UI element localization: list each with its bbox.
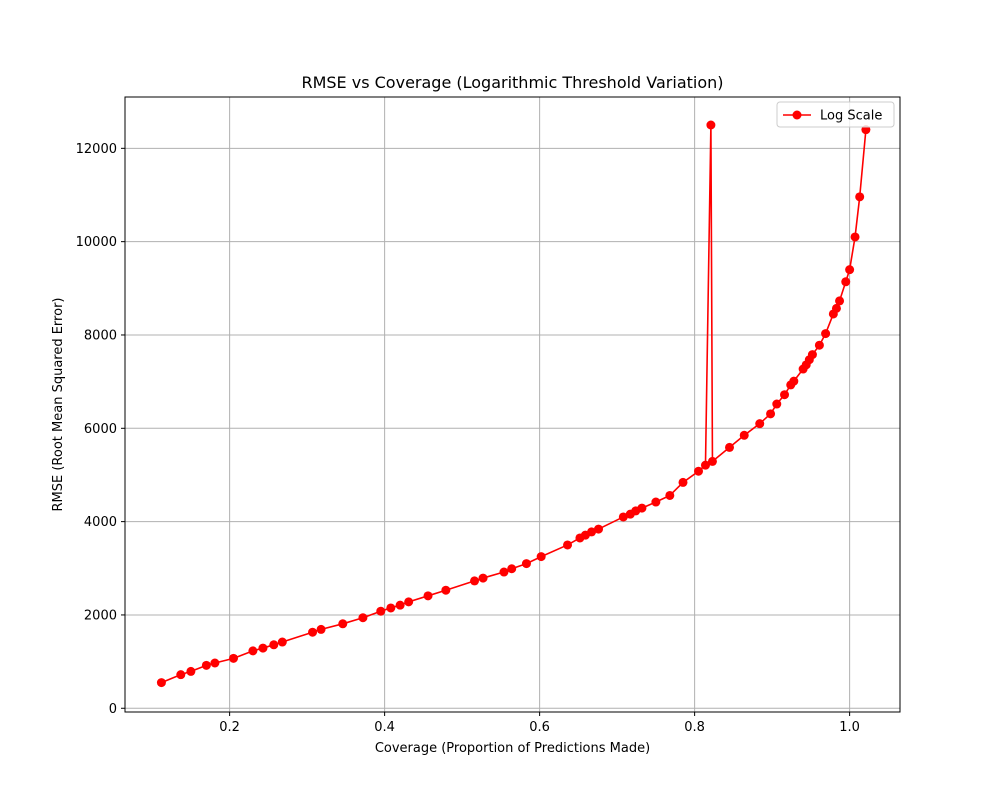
- data-point: [694, 466, 703, 476]
- data-point: [651, 497, 661, 507]
- legend-marker-swatch: [792, 110, 802, 120]
- data-point: [831, 303, 841, 313]
- data-point: [386, 603, 396, 613]
- data-point: [358, 613, 368, 623]
- y-tick-label: 4000: [84, 515, 117, 530]
- x-tick-label: 0.4: [374, 720, 395, 735]
- data-point: [470, 576, 480, 586]
- y-tick-label: 8000: [84, 328, 117, 343]
- data-point: [707, 456, 717, 466]
- data-point: [521, 559, 531, 569]
- data-point: [176, 670, 186, 680]
- x-tick-label: 0.2: [219, 720, 240, 735]
- data-point: [700, 460, 710, 470]
- data-point: [248, 646, 258, 656]
- data-point: [201, 660, 211, 670]
- data-point: [678, 477, 688, 487]
- data-point: [499, 567, 509, 577]
- data-point: [478, 573, 488, 583]
- data-point: [789, 376, 799, 386]
- data-point: [807, 350, 817, 360]
- data-point: [821, 329, 831, 339]
- data-point: [766, 409, 776, 419]
- x-tick-label: 0.8: [684, 720, 705, 735]
- y-tick-label: 0: [109, 702, 117, 717]
- data-point: [850, 232, 860, 242]
- data-point: [229, 653, 238, 663]
- data-point: [376, 606, 386, 616]
- data-point: [316, 624, 326, 634]
- data-point: [618, 512, 628, 522]
- grid: [125, 97, 900, 712]
- y-axis-label: RMSE (Root Mean Squared Error): [51, 298, 66, 512]
- data-point: [277, 637, 287, 647]
- data-point: [739, 430, 749, 440]
- ticks: 0.2 0.4 0.6 0.8 1.0 0 2000 4000 6000 8000 10000 120…: [76, 142, 860, 735]
- data-point: [308, 627, 318, 637]
- data-point: [156, 678, 166, 688]
- data-point: [706, 120, 716, 130]
- data-point: [258, 643, 268, 653]
- data-point: [845, 265, 855, 275]
- data-point: [269, 640, 279, 650]
- data-point: [841, 277, 851, 287]
- x-tick-label: 0.6: [529, 720, 550, 735]
- legend-box: [776, 101, 895, 128]
- chart-title: RMSE vs Coverage (Logarithmic Threshold …: [301, 73, 723, 92]
- data-point: [441, 585, 451, 595]
- y-tick-label: 2000: [84, 608, 117, 623]
- data-point: [536, 552, 546, 562]
- data-point: [637, 503, 647, 513]
- x-tick-label: 1.0: [839, 720, 860, 735]
- y-tick-label: 10000: [76, 235, 117, 250]
- y-tick-label: 12000: [76, 142, 117, 157]
- data-point: [404, 597, 414, 607]
- legend-label: Log Scale: [820, 109, 882, 124]
- plot-frame: [124, 96, 901, 713]
- data-point: [338, 619, 348, 629]
- data-point: [814, 340, 824, 350]
- data-point: [725, 442, 734, 452]
- data-point: [835, 296, 845, 306]
- data-point: [395, 600, 405, 610]
- y-tick-label: 6000: [84, 422, 117, 437]
- data-point: [665, 490, 675, 500]
- data-point: [507, 564, 517, 574]
- data-point: [772, 399, 782, 409]
- legend: Log Scale: [776, 101, 895, 128]
- data-point: [186, 666, 196, 676]
- data-point: [594, 524, 604, 534]
- data-point: [755, 419, 765, 429]
- series-layer: [156, 120, 871, 688]
- data-point: [855, 192, 865, 202]
- data-point: [210, 658, 220, 668]
- x-axis-label: Coverage (Proportion of Predictions Made…: [375, 741, 650, 756]
- data-point: [423, 591, 433, 601]
- data-point: [563, 540, 573, 550]
- data-point: [780, 390, 790, 400]
- data-point: [587, 527, 597, 537]
